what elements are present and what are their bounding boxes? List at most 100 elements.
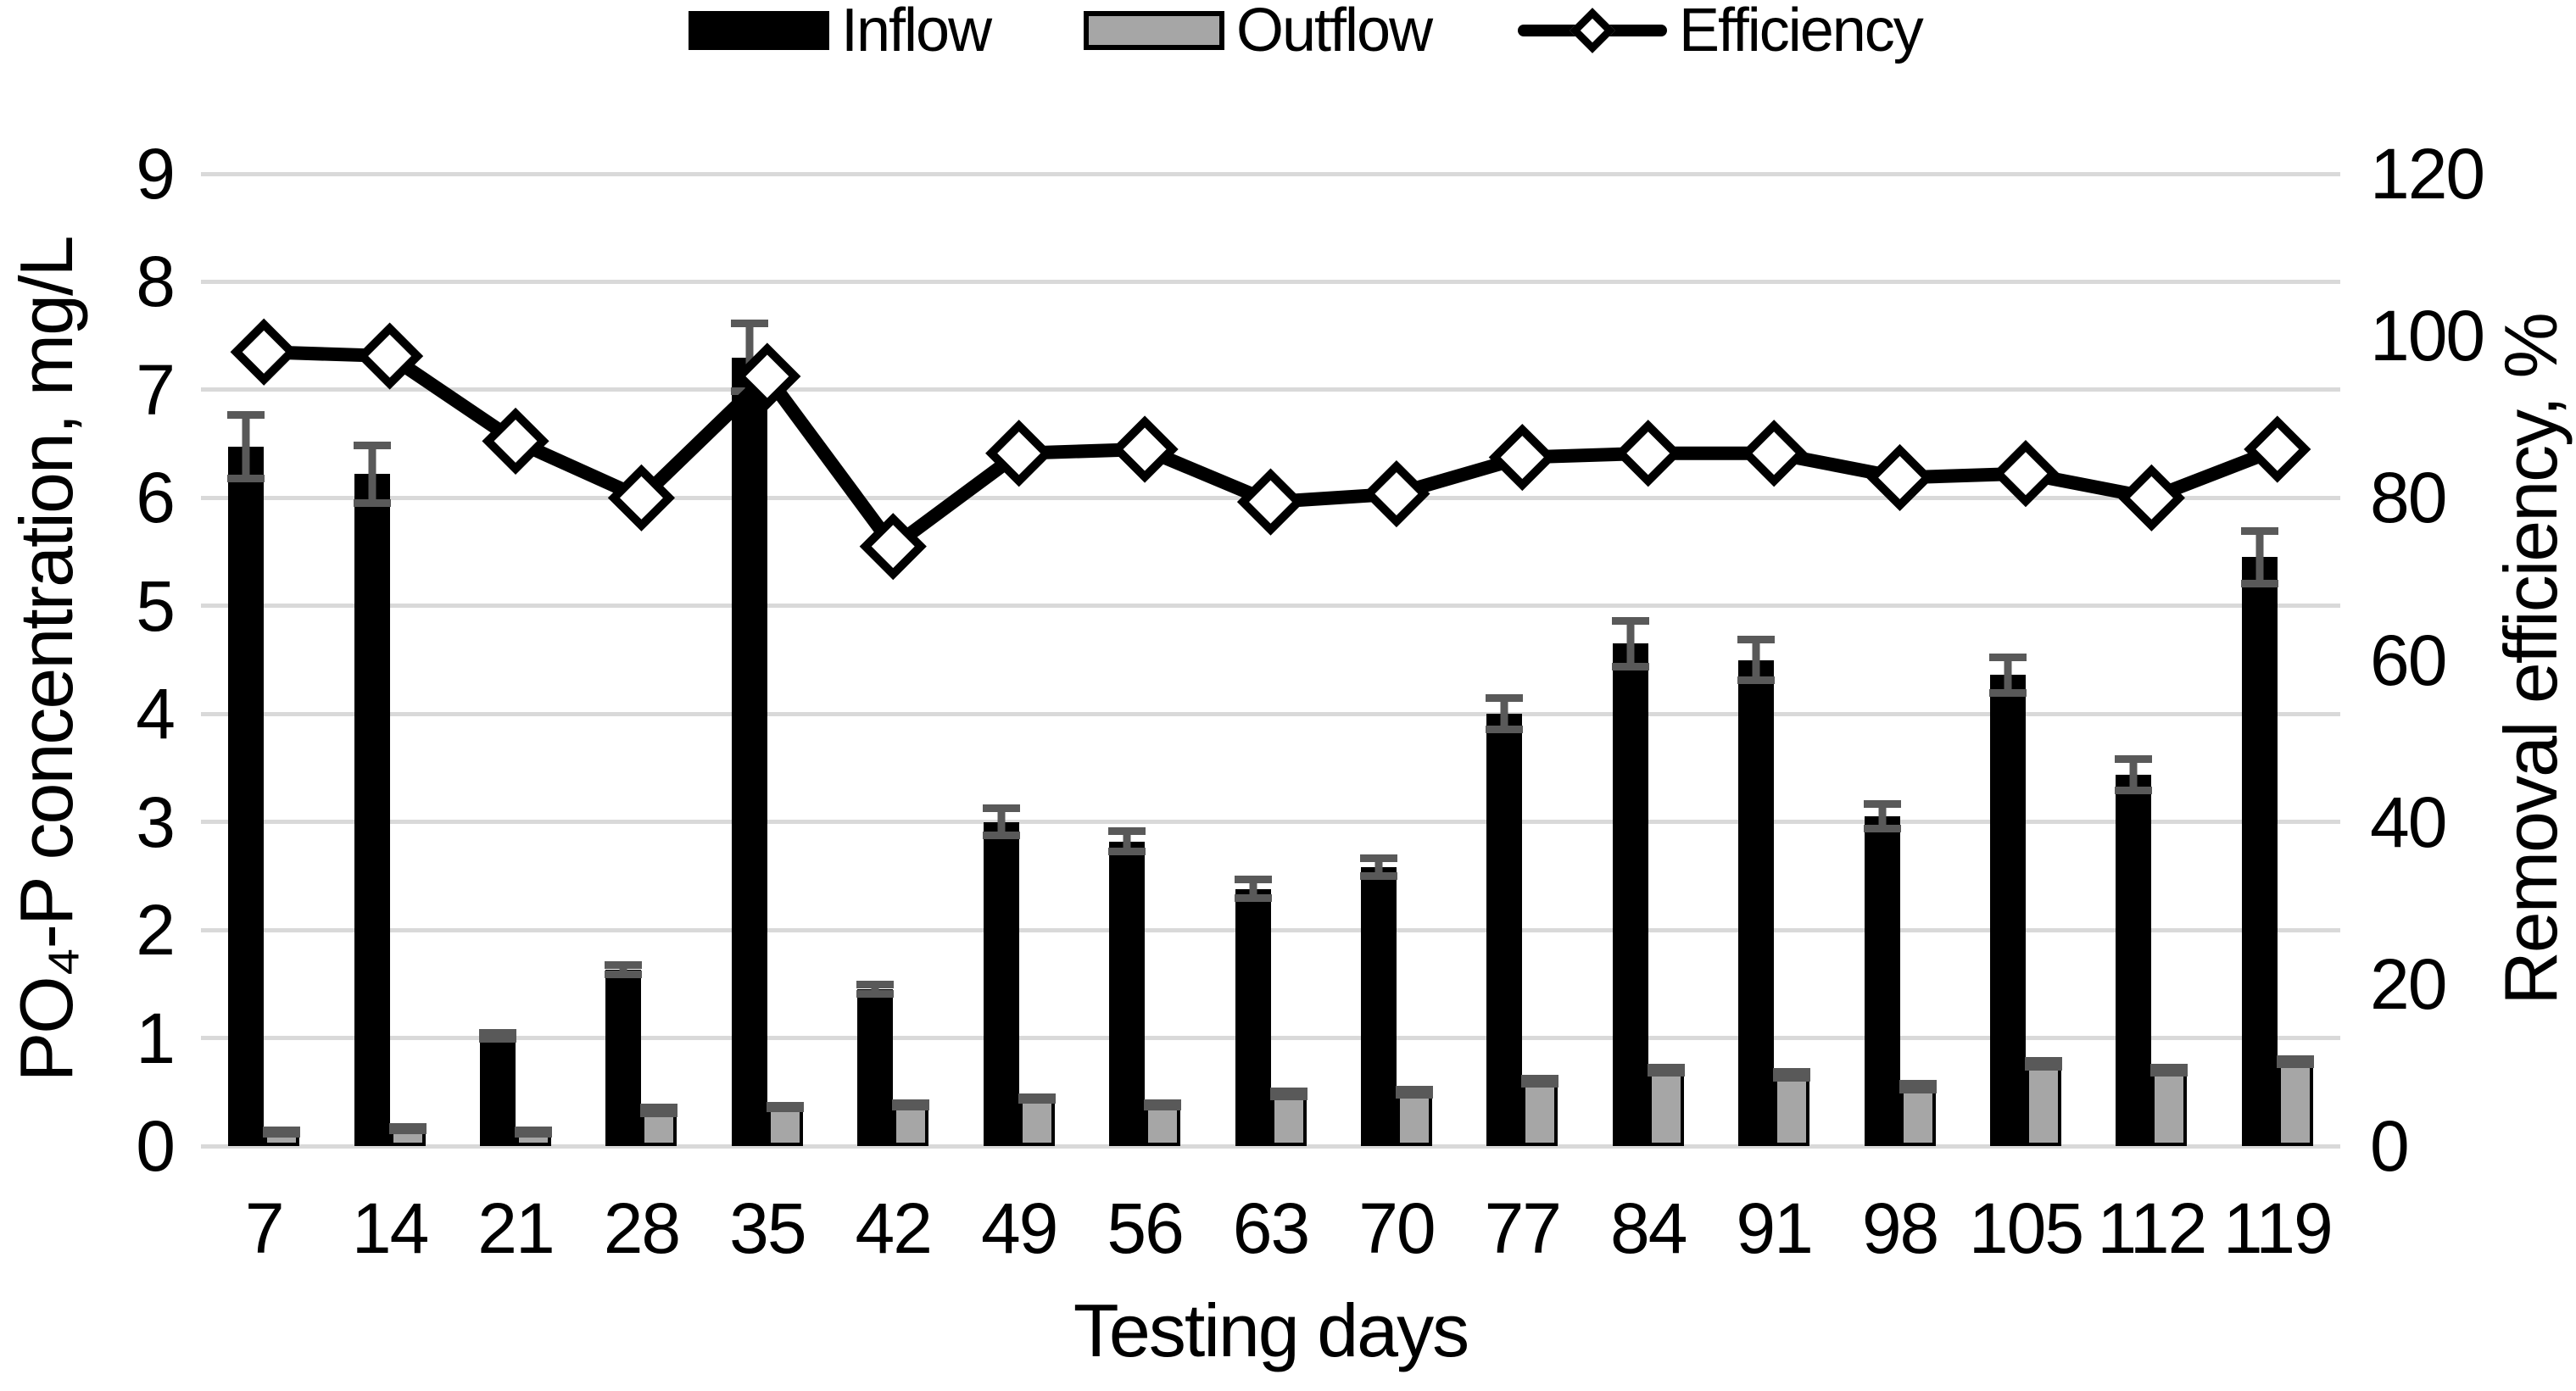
plot-area: [201, 171, 2340, 1149]
gridline: [201, 711, 2340, 716]
inflow-bar: [1360, 867, 1397, 1146]
right-axis-tick-label: 0: [2370, 1106, 2410, 1186]
error-bar-stem: [2004, 653, 2012, 697]
error-bar-stem: [2255, 526, 2264, 588]
gridline: [201, 604, 2340, 609]
inflow-bar: [983, 821, 1019, 1146]
inflow-bar: [1738, 659, 1775, 1146]
error-bar: [1359, 854, 1397, 881]
error-bar: [2240, 526, 2278, 588]
efficiency-line-layer: [230, 318, 2311, 581]
legend-label-inflow: Inflow: [841, 0, 992, 64]
left-axis-tick-label: 0: [136, 1106, 176, 1186]
error-bar-cap: [2150, 1069, 2188, 1077]
inflow-bar: [228, 447, 265, 1146]
outflow-bar: [1648, 1070, 1684, 1146]
error-bar-cap: [640, 1109, 678, 1117]
outflow-bar: [1018, 1098, 1055, 1146]
error-bar-cap: [1899, 1085, 1937, 1093]
inflow-bar: [1486, 714, 1523, 1146]
gridline: [201, 171, 2340, 176]
efficiency-marker: [1111, 415, 1179, 483]
outflow-bar: [1522, 1081, 1558, 1146]
efficiency-marker: [985, 420, 1053, 487]
outflow-bar: [2025, 1064, 2061, 1146]
error-bar: [1144, 1099, 1182, 1110]
error-bar-stem: [1878, 800, 1887, 833]
left-axis-tick-label: 4: [136, 674, 176, 754]
left-axis-tick-label: 6: [136, 458, 176, 538]
right-axis-title: Removal efficiency, %: [2489, 314, 2573, 1005]
error-bar: [1647, 1064, 1685, 1077]
error-bar-stem: [2129, 754, 2138, 794]
error-bar-cap: [1018, 1096, 1056, 1104]
efficiency-marker: [356, 322, 424, 390]
error-bar-stem: [1500, 694, 1508, 734]
x-axis-tick-label: 14: [351, 1188, 429, 1268]
error-bar-cap: [388, 1126, 427, 1134]
error-bar-stem: [1626, 616, 1635, 671]
right-axis-tick-label: 40: [2370, 782, 2447, 862]
error-bar-cap: [1988, 688, 2027, 697]
x-axis-tick-label: 49: [980, 1188, 1058, 1268]
efficiency-marker: [733, 342, 801, 410]
error-bar-cap: [892, 1102, 930, 1110]
error-bar-stem: [1374, 854, 1383, 881]
error-bar: [1899, 1080, 1937, 1093]
left-axis-tick-label: 5: [136, 565, 176, 646]
inflow-bar: [354, 474, 390, 1146]
efficiency-marker: [1865, 443, 1934, 512]
efficiency-marker: [1740, 420, 1808, 487]
inflow-swatch-icon: [689, 11, 829, 50]
x-axis-tick-label: 56: [1107, 1188, 1184, 1268]
error-bar: [1863, 800, 1901, 833]
x-axis-tick-label: 105: [1968, 1188, 2084, 1268]
gridline: [201, 820, 2340, 825]
error-bar: [605, 961, 643, 979]
error-bar-cap: [2115, 786, 2153, 794]
error-bar: [263, 1127, 301, 1138]
error-bar-stem: [368, 442, 376, 507]
x-axis-tick-label: 63: [1232, 1188, 1310, 1268]
error-bar: [1234, 876, 1272, 902]
efficiency-marker: [1363, 459, 1430, 528]
error-bar-cap: [227, 475, 265, 483]
inflow-bar: [2241, 557, 2278, 1146]
error-bar: [515, 1127, 553, 1138]
gridline: [201, 279, 2340, 284]
error-bar-cap: [982, 832, 1020, 840]
efficiency-line-marker-icon: [1518, 7, 1667, 54]
efficiency-marker: [1236, 468, 1305, 536]
error-bar-cap: [1647, 1069, 1685, 1077]
error-bar: [640, 1104, 678, 1117]
error-bar-cap: [479, 1034, 517, 1043]
error-bar-cap: [1773, 1073, 1811, 1082]
error-bar-cap: [1737, 676, 1776, 684]
inflow-bar: [1612, 643, 1648, 1146]
left-axis-tick-label: 9: [136, 134, 176, 214]
x-axis-tick-label: 98: [1861, 1188, 1939, 1268]
error-bar: [2150, 1064, 2188, 1077]
right-axis-tick-label: 100: [2370, 296, 2485, 376]
error-bar: [1269, 1088, 1308, 1101]
gridline: [201, 387, 2340, 392]
error-bar-cap: [1395, 1090, 1433, 1099]
x-axis-tick-label: 77: [1484, 1188, 1562, 1268]
right-axis-tick-label: 60: [2370, 620, 2447, 700]
x-axis-tick-label: 42: [855, 1188, 933, 1268]
error-bar-cap: [1269, 1093, 1308, 1101]
error-bar: [2024, 1057, 2062, 1071]
error-bar-cap: [766, 1104, 804, 1113]
inflow-bar: [1864, 816, 1900, 1146]
error-bar: [1108, 827, 1146, 856]
left-axis-tick-label: 2: [136, 890, 176, 971]
x-axis-tick-label: 112: [2097, 1188, 2207, 1268]
error-bar: [479, 1029, 517, 1043]
efficiency-marker: [230, 318, 298, 386]
legend-item-outflow: Outflow: [1084, 0, 1433, 61]
error-bar-cap: [1108, 848, 1146, 856]
error-bar: [1486, 694, 1524, 734]
x-axis-tick-label: 70: [1358, 1188, 1436, 1268]
error-bar: [1773, 1068, 1811, 1082]
